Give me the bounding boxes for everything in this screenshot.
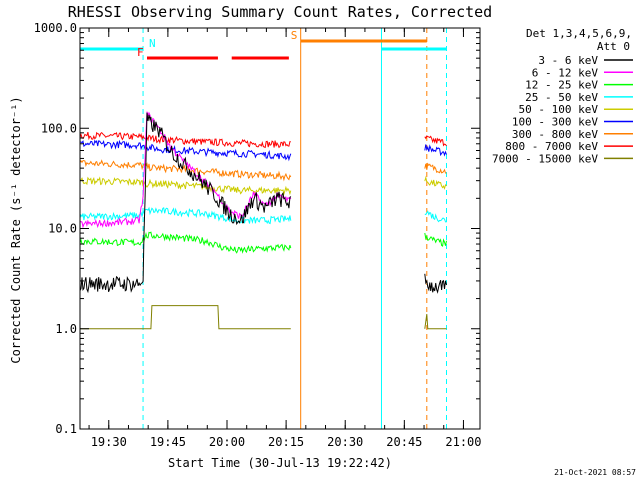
legend-label: 100 - 300 keV xyxy=(512,116,598,129)
y-axis-label: Corrected Count Rate (s⁻¹ detector⁻¹) xyxy=(9,96,23,363)
flag-letter-s: S xyxy=(291,29,298,42)
x-tick-label: 20:30 xyxy=(327,435,363,449)
y-tick-label: 100.0 xyxy=(41,121,77,135)
series-line xyxy=(80,159,447,182)
legend-header-attenuator: Att 0 xyxy=(597,40,630,53)
vertical-markers xyxy=(79,28,448,429)
y-tick-label: 1.0 xyxy=(55,322,77,336)
series-lines xyxy=(80,111,447,330)
flag-letter-f: F xyxy=(137,46,144,59)
y-tick-label: 10.0 xyxy=(48,222,77,236)
x-tick-label: 20:15 xyxy=(268,435,304,449)
flag-letter-n: N xyxy=(149,37,156,50)
legend-label: 7000 - 15000 keV xyxy=(492,152,598,165)
y-tick-label: 1000.0 xyxy=(34,21,77,35)
series-line xyxy=(80,175,447,196)
plot-frame xyxy=(79,27,481,430)
y-axis: 0.1 1.0 10.0 100.0 1000.0 xyxy=(34,21,480,436)
series-line xyxy=(80,131,447,149)
series-line xyxy=(80,139,447,162)
series-line xyxy=(80,231,447,254)
y-tick-label: 0.1 xyxy=(55,422,77,436)
x-tick-label: 19:30 xyxy=(91,435,127,449)
flag-bars: NF S xyxy=(80,29,447,60)
x-axis-label: Start Time (30-Jul-13 19:22:42) xyxy=(168,456,392,470)
legend-label: 50 - 100 keV xyxy=(519,103,599,116)
legend-label: 300 - 800 keV xyxy=(512,128,598,141)
x-tick-label: 21:00 xyxy=(445,435,481,449)
x-tick-label: 20:45 xyxy=(386,435,422,449)
legend-header-detectors: Det 1,3,4,5,6,9, xyxy=(526,27,632,40)
legend-label: 6 - 12 keV xyxy=(532,66,599,79)
legend-label: 3 - 6 keV xyxy=(538,54,598,67)
x-tick-label: 19:45 xyxy=(150,435,186,449)
x-tick-label: 20:00 xyxy=(209,435,245,449)
series-line xyxy=(80,305,447,330)
series-line xyxy=(80,206,447,225)
date-stamp: 21-Oct-2021 08:57 xyxy=(554,468,636,477)
chart-title: RHESSI Observing Summary Count Rates, Co… xyxy=(68,3,492,21)
legend-label: 25 - 50 keV xyxy=(525,91,598,104)
legend-label: 12 - 25 keV xyxy=(525,79,598,92)
x-axis: 19:30 19:45 20:00 20:15 20:30 20:45 21:00 xyxy=(88,28,482,449)
legend-label: 800 - 7000 keV xyxy=(505,140,598,153)
series-line xyxy=(80,112,447,294)
